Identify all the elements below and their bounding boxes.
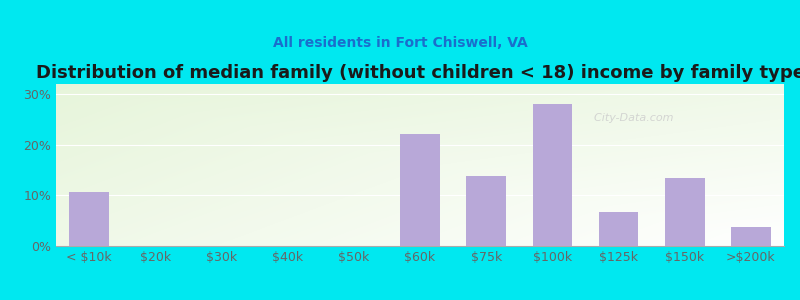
Bar [70,192,109,246]
Bar [731,227,770,246]
Bar [400,134,440,246]
Bar [466,176,506,246]
Text: All residents in Fort Chiswell, VA: All residents in Fort Chiswell, VA [273,36,527,50]
Text: City-Data.com: City-Data.com [587,113,674,123]
Title: Distribution of median family (without children < 18) income by family type: Distribution of median family (without c… [35,64,800,82]
Bar [598,212,638,246]
Bar [533,104,572,246]
Bar [665,178,705,246]
